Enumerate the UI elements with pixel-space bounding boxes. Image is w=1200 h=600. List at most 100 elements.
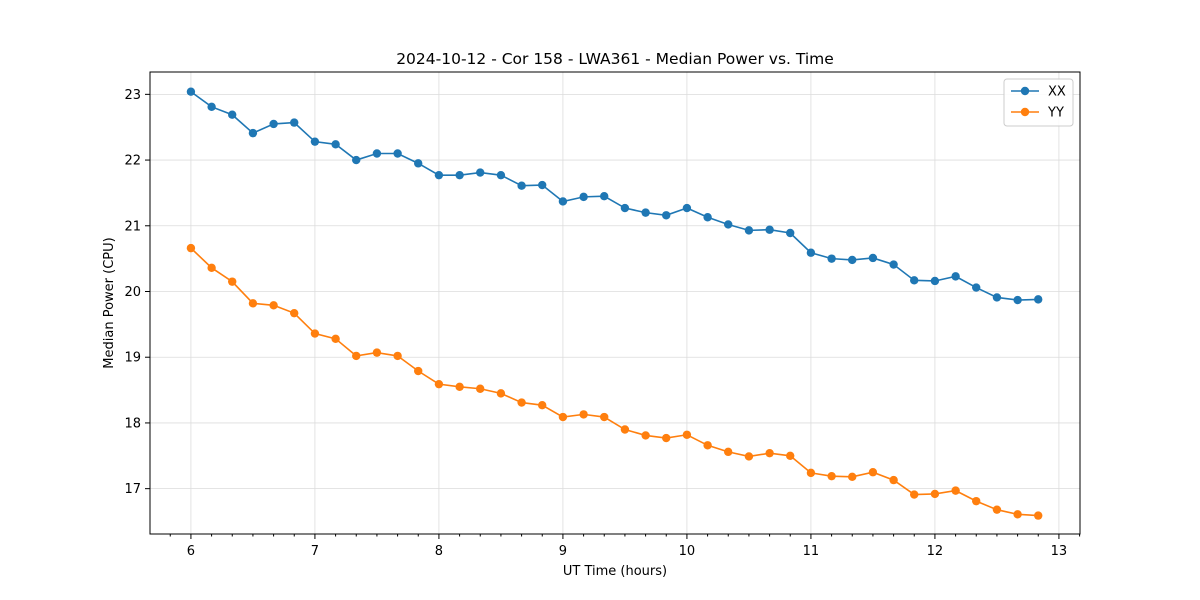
data-point-yy	[228, 277, 237, 286]
legend-marker-yy	[1020, 107, 1030, 117]
data-point-xx	[951, 272, 960, 281]
data-point-xx	[248, 128, 258, 138]
legend: XX YY	[1003, 78, 1074, 127]
data-point-xx	[517, 181, 526, 190]
data-point-xx	[724, 220, 733, 229]
y-tick-label: 22	[124, 154, 141, 169]
series-yy	[186, 243, 1043, 520]
x-tick-label: 11	[803, 544, 820, 559]
data-point-yy	[972, 496, 981, 506]
data-point-xx	[868, 253, 878, 263]
data-point-yy	[1013, 510, 1022, 519]
data-point-yy	[248, 299, 258, 308]
data-point-yy	[393, 351, 402, 361]
x-tick-label: 12	[927, 544, 944, 559]
data-point-yy	[538, 400, 547, 410]
data-point-xx	[434, 170, 444, 180]
data-point-xx	[393, 149, 402, 158]
data-point-yy	[889, 475, 898, 485]
data-point-xx	[558, 197, 568, 206]
data-point-xx	[765, 225, 774, 234]
y-tick-label: 21	[124, 219, 141, 234]
plot-frame	[149, 71, 1081, 535]
data-point-yy	[517, 398, 526, 407]
data-point-xx	[372, 149, 382, 158]
data-point-xx	[186, 87, 196, 96]
data-point-xx	[290, 118, 299, 127]
x-tick-label: 8	[435, 544, 443, 559]
data-point-yy	[910, 490, 919, 499]
data-point-xx	[1034, 295, 1043, 304]
x-axis-label: UT Time (hours)	[563, 564, 667, 579]
data-point-yy	[434, 379, 444, 389]
data-point-xx	[269, 119, 278, 129]
data-point-xx	[310, 137, 320, 146]
x-tick-label: 13	[1051, 544, 1068, 559]
data-point-xx	[682, 203, 692, 213]
data-point-yy	[579, 410, 588, 419]
legend-marker-xx	[1020, 86, 1030, 96]
data-point-xx	[889, 260, 898, 269]
data-point-yy	[662, 433, 671, 443]
legend-label-yy: YY	[1047, 106, 1064, 121]
data-point-xx	[228, 110, 237, 119]
data-point-yy	[331, 334, 340, 344]
data-point-yy	[372, 348, 382, 357]
data-point-yy	[724, 447, 733, 457]
data-point-yy	[930, 489, 940, 499]
legend-entries: XX YY	[1011, 85, 1066, 121]
data-point-xx	[496, 170, 506, 180]
x-tick-label: 10	[679, 544, 696, 559]
data-point-xx	[352, 155, 361, 165]
data-point-xx	[207, 102, 216, 112]
data-point-xx	[455, 170, 464, 180]
data-point-yy	[992, 505, 1002, 514]
data-point-xx	[662, 211, 671, 220]
legend-label-xx: XX	[1048, 85, 1066, 100]
data-point-yy	[620, 425, 630, 434]
data-point-xx	[910, 276, 919, 285]
data-point-yy	[186, 243, 196, 253]
data-point-yy	[558, 412, 568, 422]
data-point-xx	[744, 226, 754, 235]
data-point-yy	[496, 389, 506, 398]
y-tick-label: 18	[124, 416, 141, 431]
data-point-xx	[972, 283, 981, 292]
x-tick-label: 9	[559, 544, 567, 559]
data-point-yy	[476, 384, 485, 393]
data-point-xx	[620, 203, 630, 213]
data-point-xx	[331, 140, 340, 149]
data-point-yy	[765, 448, 774, 458]
data-point-yy	[269, 301, 278, 310]
data-point-xx	[414, 159, 423, 168]
data-point-xx	[992, 293, 1002, 302]
y-axis-label: Median Power (CPU)	[102, 237, 117, 368]
data-point-yy	[786, 451, 795, 460]
data-point-yy	[207, 263, 216, 273]
data-point-xx	[848, 255, 857, 265]
data-point-xx	[579, 192, 588, 202]
data-point-yy	[352, 351, 361, 361]
data-point-xx	[930, 276, 940, 286]
data-point-yy	[703, 441, 712, 450]
y-axis: 17 18 19 20 21 22 23	[124, 88, 150, 497]
data-point-yy	[806, 468, 816, 478]
data-point-yy	[827, 471, 836, 481]
data-point-xx	[641, 208, 650, 217]
x-tick-label: 7	[311, 544, 319, 559]
y-tick-label: 17	[124, 482, 141, 497]
data-point-xx	[827, 254, 836, 263]
data-point-yy	[868, 468, 878, 477]
data-point-yy	[1034, 511, 1043, 520]
series-xx	[186, 87, 1043, 305]
data-point-yy	[600, 412, 609, 422]
data-point-yy	[682, 430, 692, 439]
chart-title: 2024-10-12 - Cor 158 - LWA361 - Median P…	[396, 50, 834, 68]
data-point-yy	[744, 452, 754, 461]
data-point-xx	[786, 228, 795, 238]
y-tick-label: 20	[124, 285, 141, 300]
data-point-yy	[951, 486, 960, 495]
data-point-xx	[806, 248, 816, 257]
x-tick-label: 6	[187, 544, 195, 559]
